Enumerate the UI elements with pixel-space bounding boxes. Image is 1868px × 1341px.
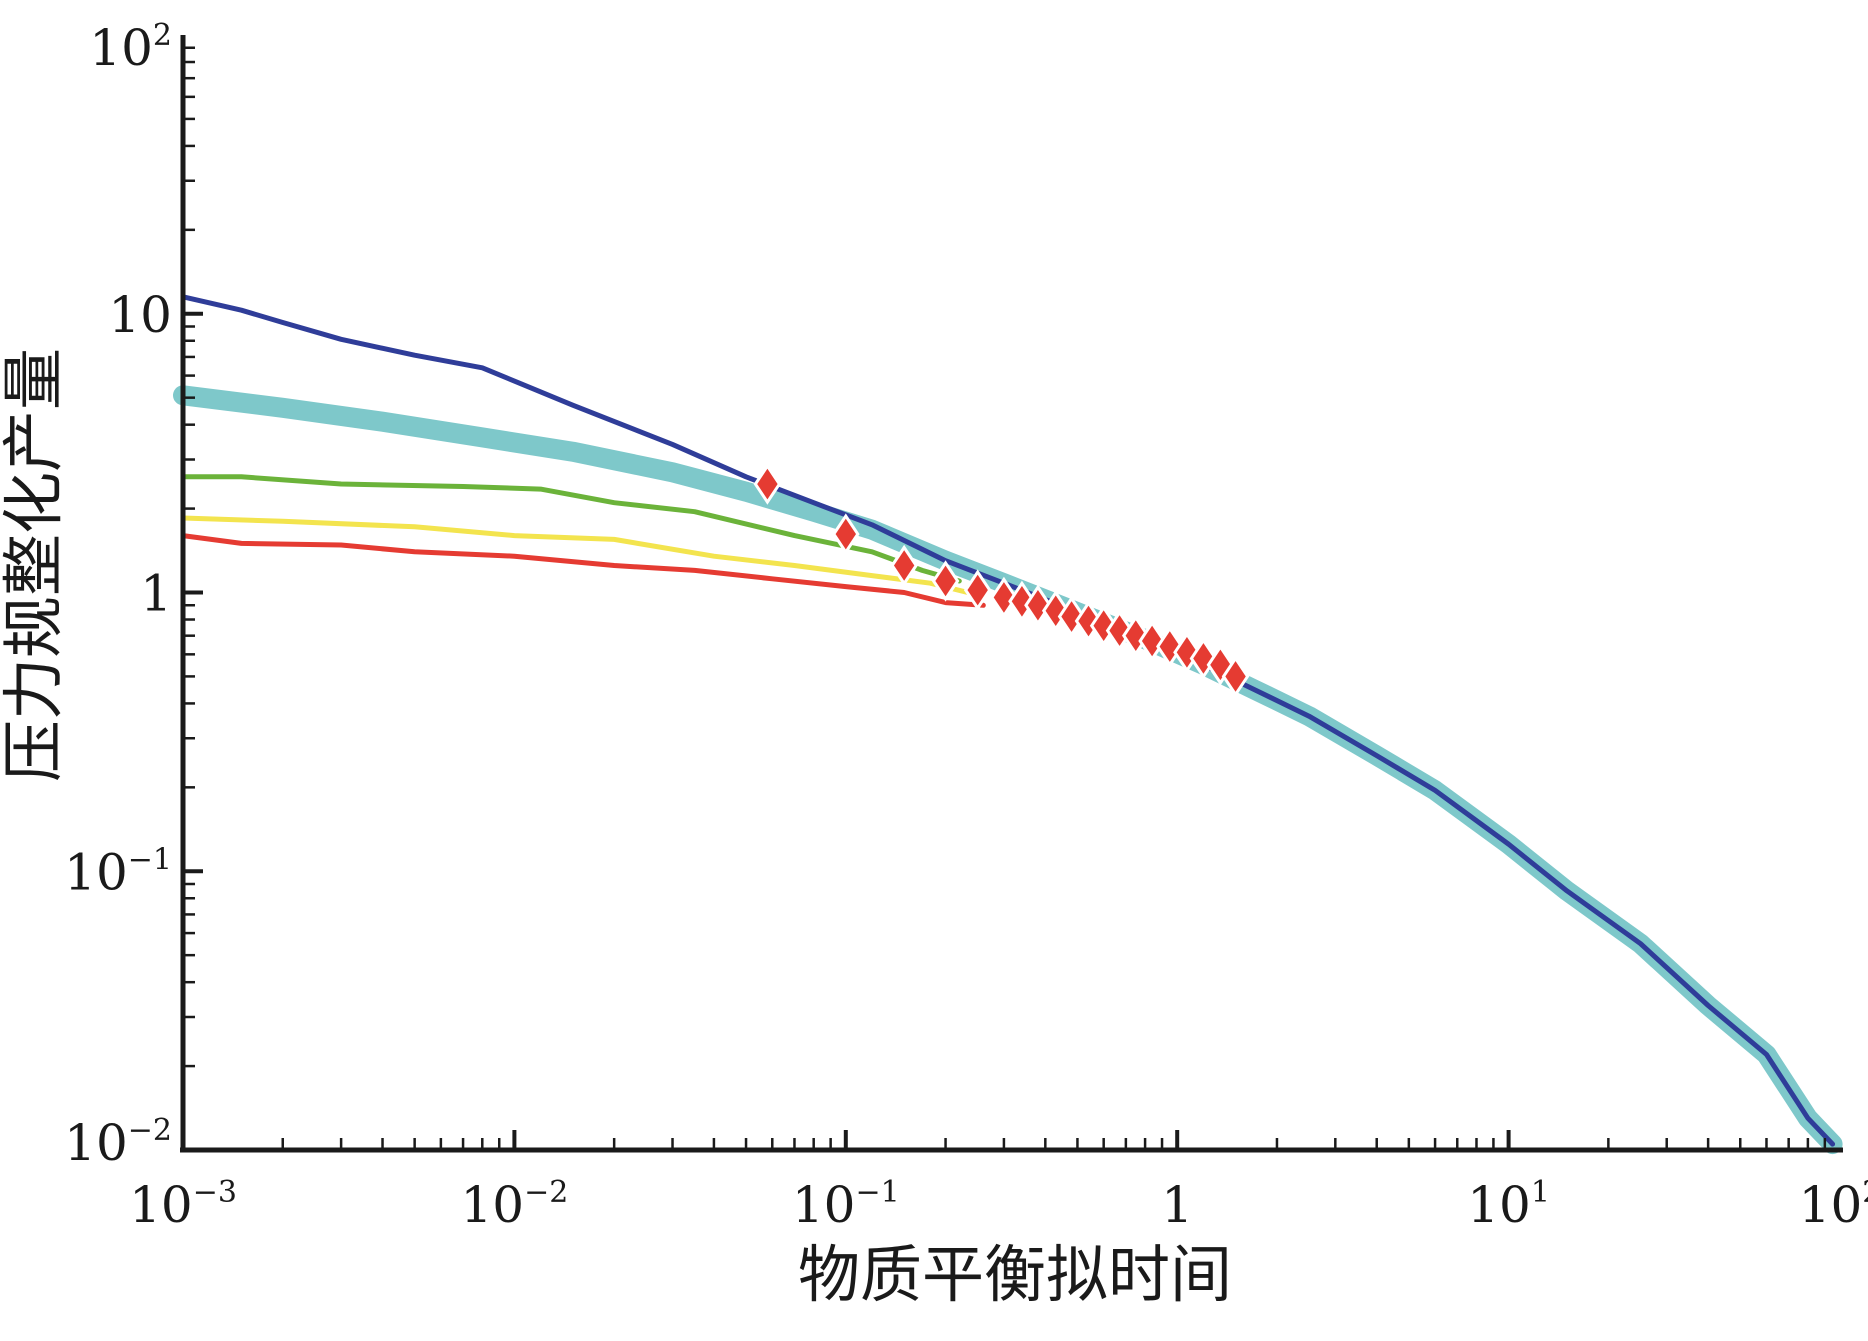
diamond-marker-7 xyxy=(1024,584,1052,626)
y-tick-label: 10−1 xyxy=(64,842,172,901)
series-line-2 xyxy=(180,474,962,584)
tick-layer xyxy=(181,46,1827,1152)
diamond-marker-0 xyxy=(753,463,782,505)
diamond-marker-19 xyxy=(1221,655,1250,698)
x-tick-label: 10−2 xyxy=(460,1175,568,1234)
y-tick-label: 102 xyxy=(89,18,172,77)
diamond-marker-14 xyxy=(1138,620,1166,662)
x-tick-label: 102 xyxy=(1799,1175,1868,1234)
x-tick-label: 10−1 xyxy=(792,1175,900,1234)
x-tick-label: 1 xyxy=(1161,1176,1193,1234)
y-axis-label: 压力规整化产量 xyxy=(0,348,70,782)
x-tick-label: 10−3 xyxy=(129,1175,237,1234)
x-axis-label: 物质平衡拟时间 xyxy=(798,1238,1232,1311)
y-tick-label: 10−2 xyxy=(64,1113,172,1172)
y-tick-label: 10 xyxy=(108,286,172,344)
diamond-marker-1 xyxy=(831,513,860,555)
series-line-0 xyxy=(173,385,1843,1155)
diamond-marker-4 xyxy=(963,569,992,611)
diamond-marker-2 xyxy=(890,544,918,587)
x-tick-label: 101 xyxy=(1467,1175,1550,1234)
diamond-marker-3 xyxy=(931,560,960,602)
series-line-4 xyxy=(180,533,986,608)
diamond-marker-5 xyxy=(990,576,1018,619)
series-layer xyxy=(173,294,1843,1155)
marker-layer xyxy=(753,463,1250,698)
y-tick-label: 1 xyxy=(140,565,172,623)
diamond-marker-9 xyxy=(1057,595,1086,638)
